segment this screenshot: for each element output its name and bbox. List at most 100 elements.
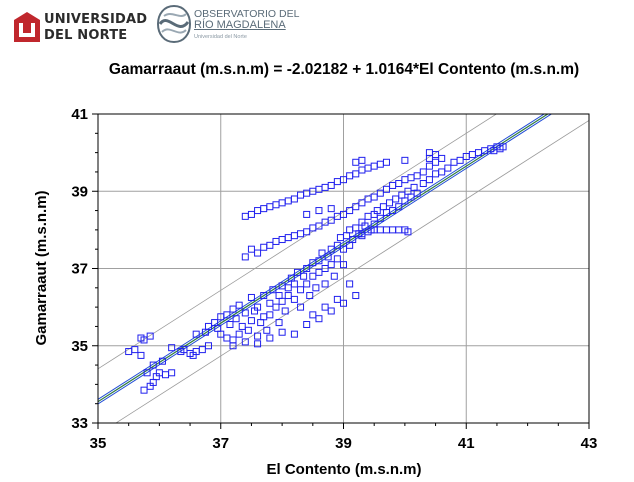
data-point xyxy=(321,265,329,272)
data-point xyxy=(260,292,268,300)
data-point xyxy=(389,207,397,215)
data-point xyxy=(278,328,286,336)
data-point xyxy=(382,185,390,193)
data-point xyxy=(401,156,409,164)
uninorte-logo: UNIVERSIDAD DEL NORTE xyxy=(14,8,154,48)
data-point xyxy=(389,181,397,189)
data-point xyxy=(382,158,390,166)
data-point xyxy=(315,222,323,230)
data-point xyxy=(376,226,384,234)
data-point xyxy=(303,280,311,288)
data-point xyxy=(346,172,354,180)
data-point xyxy=(260,313,268,321)
data-point xyxy=(340,176,347,184)
data-point xyxy=(386,199,394,207)
data-point xyxy=(376,160,384,168)
data-point xyxy=(229,336,237,344)
data-point xyxy=(327,205,335,213)
data-point xyxy=(413,189,421,197)
data-point xyxy=(330,272,338,280)
data-point xyxy=(238,322,246,330)
data-point xyxy=(293,268,301,276)
data-point xyxy=(346,280,354,288)
data-point xyxy=(290,232,298,240)
data-point xyxy=(315,207,323,215)
data-point xyxy=(180,346,188,354)
data-point xyxy=(401,197,409,205)
data-point xyxy=(392,195,400,203)
data-point xyxy=(241,309,249,317)
data-point xyxy=(254,340,262,348)
data-point xyxy=(149,361,157,369)
data-point xyxy=(223,311,231,319)
data-point xyxy=(358,230,366,238)
data-point xyxy=(204,342,212,350)
data-point xyxy=(395,180,403,188)
data-point xyxy=(407,174,415,182)
data-point xyxy=(340,210,347,218)
data-point xyxy=(272,237,280,245)
prediction-band-lower xyxy=(115,120,589,423)
data-point xyxy=(254,249,262,257)
data-point xyxy=(370,193,378,201)
data-point xyxy=(226,321,234,329)
data-point xyxy=(284,284,292,292)
data-point xyxy=(297,286,305,294)
data-point xyxy=(312,284,320,292)
data-point xyxy=(229,305,237,313)
data-point xyxy=(198,346,206,354)
data-point xyxy=(146,332,154,340)
data-point xyxy=(204,322,212,330)
data-point xyxy=(247,245,255,253)
data-point xyxy=(321,280,329,288)
data-point xyxy=(401,176,409,184)
y-tick-label: 33 xyxy=(71,415,88,432)
data-point xyxy=(358,156,366,164)
data-point xyxy=(309,311,317,319)
data-point xyxy=(336,234,344,242)
data-point xyxy=(275,292,283,300)
data-point xyxy=(315,268,323,276)
data-point xyxy=(352,224,360,232)
data-point xyxy=(382,226,390,234)
data-point xyxy=(376,214,384,222)
data-point xyxy=(358,199,366,207)
data-point xyxy=(425,149,433,157)
data-point xyxy=(333,241,341,249)
data-point xyxy=(272,201,280,209)
data-point xyxy=(340,299,347,307)
data-point xyxy=(425,162,433,170)
data-point xyxy=(192,330,200,338)
data-point xyxy=(346,207,354,215)
data-point xyxy=(275,319,283,327)
data-point xyxy=(229,342,237,350)
data-point xyxy=(247,210,255,218)
data-point xyxy=(327,307,335,315)
data-point xyxy=(321,303,329,311)
data-point xyxy=(352,203,360,211)
data-point xyxy=(281,307,289,315)
data-point xyxy=(327,216,335,224)
data-point xyxy=(290,280,298,288)
data-point xyxy=(297,191,305,199)
regression-line xyxy=(98,114,549,403)
data-point xyxy=(413,172,421,180)
x-tick-label: 35 xyxy=(90,435,107,452)
observatorio-line1: OBSERVATORIO DEL xyxy=(194,8,300,20)
data-point xyxy=(168,369,176,377)
chart-title: Gamarraaut (m.s.n.m) = -2.02182 + 1.0164… xyxy=(109,61,579,78)
data-point xyxy=(244,326,252,334)
data-point xyxy=(235,301,243,309)
confidence-band-upper xyxy=(98,114,546,400)
data-point xyxy=(137,334,145,342)
data-point xyxy=(349,236,357,244)
data-point xyxy=(254,207,262,215)
data-point xyxy=(364,195,372,203)
data-point xyxy=(315,257,323,265)
data-point xyxy=(450,158,458,166)
header: UNIVERSIDAD DEL NORTE OBSERVATORIO DEL R… xyxy=(0,0,634,52)
data-point xyxy=(290,195,298,203)
data-point xyxy=(162,371,170,379)
data-point xyxy=(241,253,249,261)
data-point xyxy=(456,156,464,164)
